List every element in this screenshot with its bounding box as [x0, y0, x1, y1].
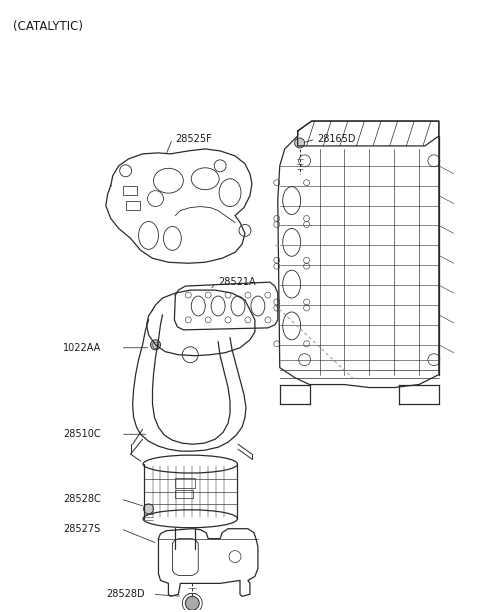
Bar [126, 201, 140, 209]
Bar [175, 478, 195, 488]
Bar [175, 490, 193, 498]
Circle shape [295, 138, 305, 148]
Circle shape [144, 504, 154, 514]
Circle shape [185, 596, 199, 610]
Circle shape [151, 340, 160, 349]
Text: 28527S: 28527S [63, 524, 100, 534]
Bar [123, 185, 137, 195]
Text: (CATALYTIC): (CATALYTIC) [13, 20, 84, 32]
Text: 28165D: 28165D [318, 134, 356, 144]
Text: 1022AA: 1022AA [63, 343, 101, 353]
Text: 28525F: 28525F [175, 134, 212, 144]
Text: 28528D: 28528D [106, 589, 144, 599]
Text: 28528C: 28528C [63, 494, 101, 504]
Text: 28510C: 28510C [63, 429, 101, 439]
Text: 28521A: 28521A [218, 277, 256, 287]
